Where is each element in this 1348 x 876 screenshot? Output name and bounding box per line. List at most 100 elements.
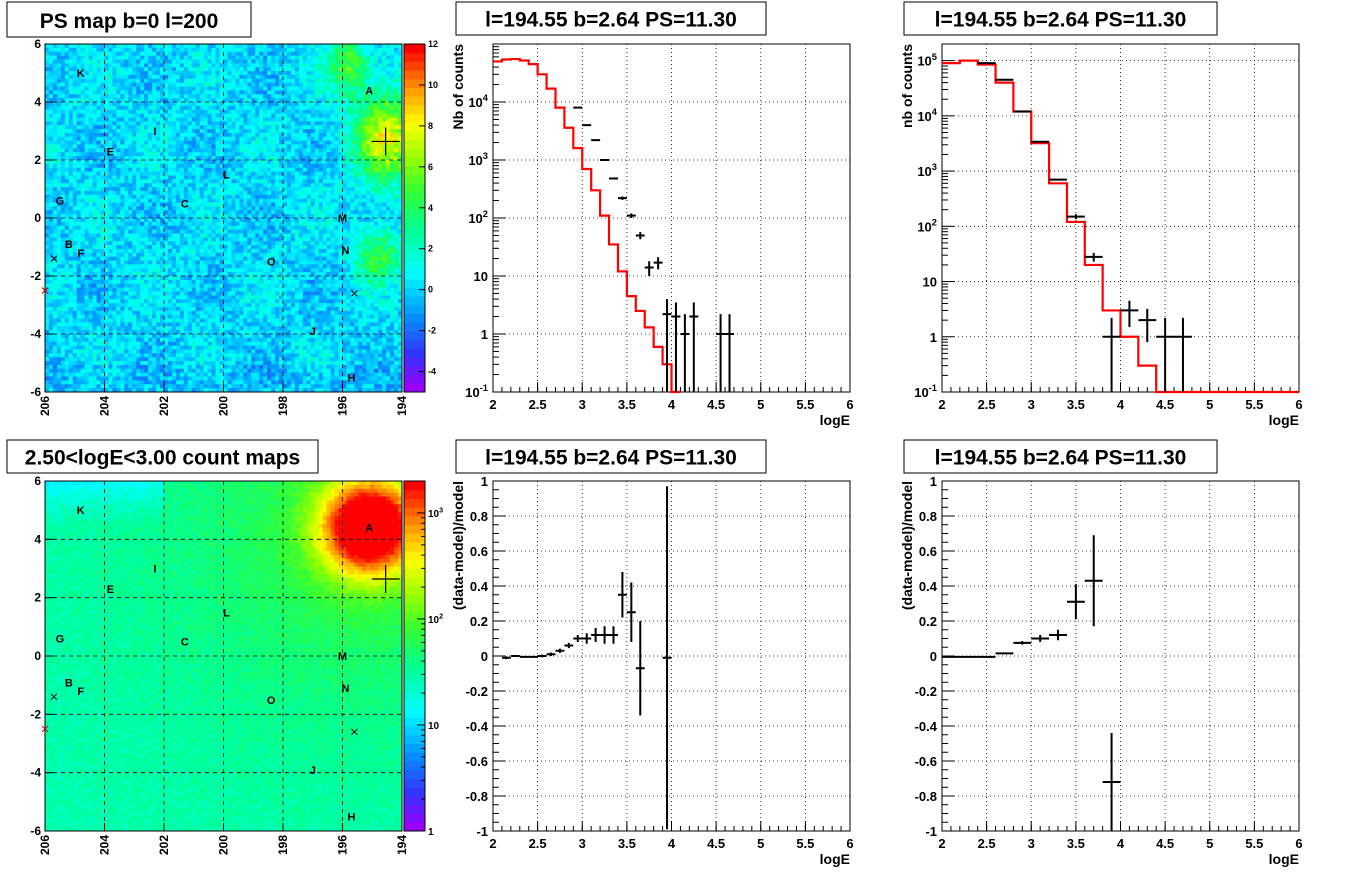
heatmap-cell: [88, 136, 93, 142]
heatmap-cell: [48, 276, 54, 281]
heatmap-cell: [76, 248, 82, 254]
heatmap-cell: [171, 98, 177, 103]
heatmap-cell: [72, 241, 78, 246]
heatmap-cell: [215, 129, 220, 134]
heatmap-cell: [60, 214, 66, 219]
heatmap-cell: [88, 202, 93, 207]
heatmap-cell: [223, 210, 228, 215]
heatmap-cell: [48, 78, 54, 84]
heatmap-cell: [187, 125, 193, 130]
heatmap-cell: [68, 117, 74, 122]
heatmap-cell: [187, 190, 193, 196]
heatmap-cell: [76, 283, 82, 288]
heatmap-cell: [235, 310, 240, 316]
heatmap-cell: [116, 349, 121, 354]
heatmap-cell: [52, 276, 58, 281]
heatmap-cell: [211, 190, 216, 196]
heatmap-cell: [132, 380, 137, 385]
heatmap-cell: [68, 163, 74, 169]
heatmap-cell: [45, 326, 50, 331]
heatmap-cell: [152, 388, 157, 393]
heatmap-cell: [45, 276, 50, 281]
heatmap-cell: [259, 194, 264, 200]
heatmap-cell: [116, 44, 121, 49]
heatmap-cell: [187, 121, 193, 126]
heatmap-cell: [215, 337, 220, 343]
heatmap-cell: [251, 51, 256, 56]
heatmap-cell: [175, 44, 181, 49]
heatmap-cell: [171, 71, 177, 76]
heatmap-cell: [179, 341, 185, 346]
heatmap-cell: [116, 67, 121, 72]
heatmap-cell: [243, 59, 248, 64]
heatmap-cell: [215, 376, 220, 381]
heatmap-cell: [215, 322, 220, 327]
heatmap-cell: [251, 218, 256, 223]
heatmap-cell: [235, 326, 240, 331]
heatmap-cell: [80, 287, 86, 292]
heatmap-cell: [120, 98, 125, 103]
heatmap-cell: [251, 117, 256, 122]
heatmap-cell: [203, 74, 209, 80]
heatmap-cell: [183, 82, 189, 87]
heatmap-cell: [48, 55, 54, 60]
heatmap-cell: [144, 318, 149, 323]
heatmap-cell: [60, 140, 66, 145]
heatmap-cell: [223, 326, 228, 331]
heatmap-cell: [128, 353, 133, 358]
heatmap-cell: [116, 357, 121, 362]
heatmap-cell: [191, 63, 197, 68]
heatmap-cell: [92, 357, 97, 362]
heatmap-cell: [64, 194, 70, 200]
heatmap-cell: [179, 295, 185, 300]
heatmap-cell: [52, 47, 58, 53]
heatmap-cell: [136, 264, 141, 269]
heatmap-cell: [207, 44, 212, 49]
heatmap-cell: [255, 202, 260, 207]
heatmap-cell: [100, 303, 105, 308]
heatmap-cell: [195, 306, 201, 312]
heatmap-cell: [132, 295, 137, 300]
heatmap-cell: [259, 47, 264, 53]
heatmap-cell: [235, 94, 240, 99]
heatmap-cell: [112, 322, 117, 327]
heatmap-cell: [124, 237, 129, 242]
heatmap-cell: [239, 264, 244, 269]
heatmap-cell: [191, 194, 197, 200]
heatmap-cell: [52, 102, 58, 107]
heatmap-cell: [247, 156, 252, 161]
heatmap-cell: [140, 357, 145, 362]
heatmap-cell: [183, 252, 189, 258]
heatmap-cell: [100, 179, 105, 184]
heatmap-cell: [92, 314, 97, 319]
heatmap-cell: [112, 136, 117, 142]
heatmap-cell: [171, 167, 177, 172]
heatmap-cell: [92, 86, 97, 91]
heatmap-cell: [144, 152, 149, 157]
heatmap-cell: [148, 167, 153, 172]
heatmap-cell: [140, 194, 145, 200]
heatmap-cell: [76, 303, 82, 308]
heatmap-cell: [148, 310, 153, 316]
heatmap-cell: [116, 78, 121, 84]
heatmap-cell: [164, 233, 169, 238]
heatmap-cell: [68, 299, 74, 304]
heatmap-cell: [247, 380, 252, 385]
heatmap-cell: [211, 179, 216, 184]
heatmap-cell: [207, 248, 212, 254]
heatmap-cell: [164, 218, 169, 223]
heatmap-cell: [215, 67, 220, 72]
heatmap-cell: [235, 345, 240, 350]
heatmap-cell: [48, 214, 54, 219]
heatmap-cell: [56, 71, 62, 76]
heatmap-cell: [171, 121, 177, 126]
heatmap-cell: [175, 136, 181, 142]
heatmap-cell: [120, 86, 125, 91]
heatmap-cell: [144, 310, 149, 316]
heatmap-cell: [207, 98, 212, 103]
heatmap-cell: [235, 322, 240, 327]
heatmap-cell: [207, 152, 212, 157]
heatmap-cell: [203, 167, 209, 172]
heatmap-cell: [52, 295, 58, 300]
heatmap-cell: [60, 248, 66, 254]
